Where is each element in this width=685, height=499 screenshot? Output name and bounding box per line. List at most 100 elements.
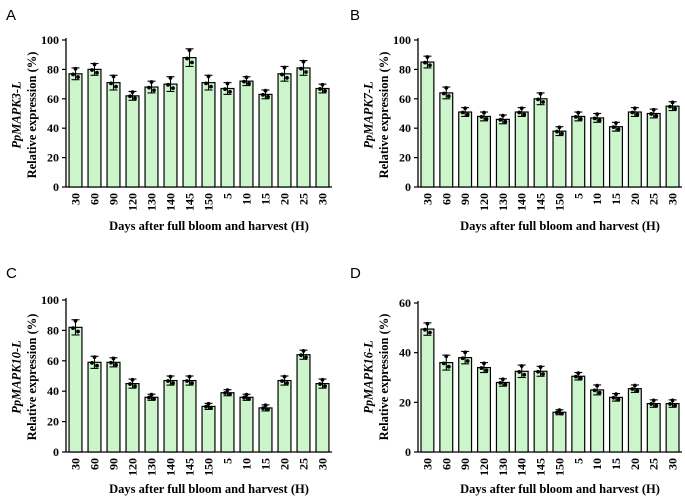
replicate-point bbox=[111, 356, 116, 361]
y-tick-label: 20 bbox=[47, 151, 59, 165]
replicate-point bbox=[635, 388, 640, 393]
x-tick-label: 20 bbox=[278, 193, 292, 205]
x-axis-title: Days after full bloom and harvest (H) bbox=[460, 219, 660, 233]
y-axis-title: Relative expression (%) bbox=[377, 52, 391, 179]
panel-letter: D bbox=[350, 265, 361, 282]
replicate-point bbox=[573, 114, 578, 119]
replicate-point bbox=[223, 87, 227, 91]
x-tick-label: 140 bbox=[164, 193, 178, 211]
replicate-point bbox=[517, 370, 522, 374]
panel-letter: A bbox=[6, 7, 16, 24]
replicate-point bbox=[73, 319, 78, 323]
x-tick-label: 130 bbox=[496, 458, 510, 476]
x-tick-label: 30 bbox=[316, 193, 330, 205]
replicate-point bbox=[630, 387, 635, 391]
x-tick-label: 20 bbox=[628, 458, 642, 470]
x-tick-label: 140 bbox=[515, 193, 529, 211]
replicate-point bbox=[128, 382, 132, 386]
replicate-point bbox=[114, 362, 118, 367]
bar-140 bbox=[163, 83, 178, 188]
replicate-point bbox=[90, 68, 94, 72]
replicate-point bbox=[670, 100, 675, 105]
replicate-point bbox=[519, 106, 524, 111]
bar-25 bbox=[296, 354, 311, 453]
x-tick-label: 30 bbox=[316, 458, 330, 470]
replicate-point bbox=[280, 72, 284, 77]
replicate-point bbox=[92, 62, 97, 67]
replicate-point bbox=[479, 114, 484, 119]
bar-130 bbox=[144, 86, 159, 188]
x-tick-label: 145 bbox=[183, 193, 197, 211]
replicate-point bbox=[482, 110, 486, 115]
replicate-point bbox=[299, 66, 303, 71]
y-axis-title: Relative expression (%) bbox=[25, 314, 39, 441]
replicate-point bbox=[266, 94, 270, 99]
replicate-point bbox=[576, 371, 581, 375]
bar-30 bbox=[420, 328, 435, 453]
y-tick-label: 80 bbox=[47, 62, 59, 76]
replicate-point bbox=[541, 372, 545, 376]
replicate-point bbox=[522, 112, 527, 117]
bar-30 bbox=[68, 326, 83, 453]
bar-120 bbox=[476, 115, 492, 188]
replicate-point bbox=[595, 112, 600, 117]
replicate-point bbox=[592, 116, 597, 121]
replicate-point bbox=[171, 381, 175, 385]
replicate-point bbox=[109, 360, 113, 365]
replicate-point bbox=[536, 97, 540, 102]
bar-30 bbox=[665, 402, 680, 453]
replicate-point bbox=[285, 381, 289, 385]
replicate-point bbox=[92, 355, 97, 360]
replicate-point bbox=[133, 96, 137, 101]
replicate-point bbox=[244, 392, 249, 397]
replicate-point bbox=[649, 402, 654, 406]
replicate-point bbox=[111, 74, 116, 79]
replicate-point bbox=[444, 354, 449, 359]
bar-145 bbox=[533, 98, 548, 188]
replicate-point bbox=[185, 379, 189, 383]
replicate-point bbox=[190, 60, 194, 65]
y-tick-label: 100 bbox=[41, 293, 59, 307]
replicate-point bbox=[318, 382, 322, 386]
bar-140 bbox=[514, 111, 529, 188]
replicate-point bbox=[166, 379, 170, 383]
x-tick-label: 20 bbox=[278, 458, 292, 470]
x-tick-label: 145 bbox=[534, 458, 548, 476]
x-tick-label: 30 bbox=[666, 193, 680, 205]
replicate-point bbox=[614, 392, 618, 397]
replicate-point bbox=[76, 329, 80, 334]
x-tick-label: 25 bbox=[647, 458, 661, 470]
replicate-point bbox=[446, 94, 451, 99]
replicate-point bbox=[460, 356, 465, 361]
replicate-point bbox=[441, 91, 446, 96]
replicate-point bbox=[225, 388, 230, 393]
bar-5 bbox=[571, 375, 586, 453]
replicate-point bbox=[242, 395, 246, 400]
y-tick-label: 0 bbox=[53, 445, 59, 459]
replicate-point bbox=[441, 361, 446, 366]
replicate-point bbox=[320, 377, 325, 382]
replicate-point bbox=[204, 81, 208, 86]
bar-10 bbox=[590, 389, 605, 453]
bar-130 bbox=[495, 118, 510, 188]
x-tick-label: 90 bbox=[458, 458, 472, 470]
panel-C: C PpMAPK10-L Relative expression (%) 0 20 40 6… bbox=[6, 265, 332, 496]
replicate-point bbox=[152, 397, 156, 401]
replicate-point bbox=[595, 383, 600, 388]
replicate-point bbox=[304, 70, 308, 74]
bar-20 bbox=[277, 73, 292, 188]
x-tick-label: 145 bbox=[534, 193, 548, 211]
x-tick-label: 130 bbox=[496, 193, 510, 211]
replicate-point bbox=[285, 75, 289, 80]
bar-60 bbox=[87, 68, 102, 188]
panel-B: B PpMAPK7-L Relative expression (%) 0 20 40 60… bbox=[350, 7, 682, 233]
replicate-point bbox=[190, 381, 194, 385]
bar-150 bbox=[201, 405, 216, 453]
replicate-point bbox=[263, 403, 268, 408]
replicate-point bbox=[304, 355, 308, 360]
gene-name: PpMAPK3-L bbox=[10, 81, 24, 149]
x-tick-label: 60 bbox=[88, 458, 102, 470]
bar-145 bbox=[533, 370, 548, 453]
gene-name: PpMAPK7-L bbox=[362, 81, 376, 149]
replicate-point bbox=[460, 110, 465, 115]
